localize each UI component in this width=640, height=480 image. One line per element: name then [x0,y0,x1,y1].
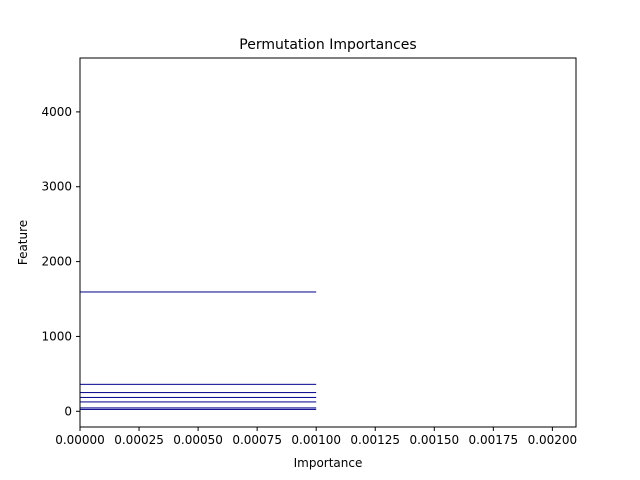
plot-frame [79,57,577,428]
x-tick-label-7: 0.00175 [469,433,519,447]
y-tick-label-4: 4000 [41,105,72,119]
bar-2 [80,392,317,394]
y-tick-label-1: 1000 [41,329,72,343]
x-axis-label: Importance [294,456,363,470]
x-tick-label-1: 0.00025 [114,433,164,447]
y-tick-label-0: 0 [64,404,72,418]
x-axis-ticks: 0.00000 0.00025 0.00050 0.00075 0.00100 0.001… [55,427,577,447]
x-tick-label-2: 0.00050 [173,433,223,447]
y-tick-label-2: 2000 [41,255,72,269]
y-tick-label-3: 3000 [41,180,72,194]
y-axis-label: Feature [16,220,30,265]
bar-4 [80,401,317,403]
chart-title: Permutation Importances [239,37,416,53]
x-tick-label-4: 0.00100 [291,433,341,447]
y-axis-ticks: 0 1000 2000 3000 4000 [41,105,80,418]
bar-3 [80,396,317,398]
x-tick-label-6: 0.00150 [409,433,459,447]
x-tick-label-3: 0.00075 [232,433,282,447]
bars [80,291,317,410]
bar-1 [80,383,317,385]
bar-0 [80,291,317,293]
bar-6 [80,408,317,410]
x-tick-label-8: 0.00200 [528,433,578,447]
x-tick-label-5: 0.00125 [350,433,400,447]
x-tick-label-0: 0.00000 [55,433,105,447]
bar-5 [80,407,317,409]
